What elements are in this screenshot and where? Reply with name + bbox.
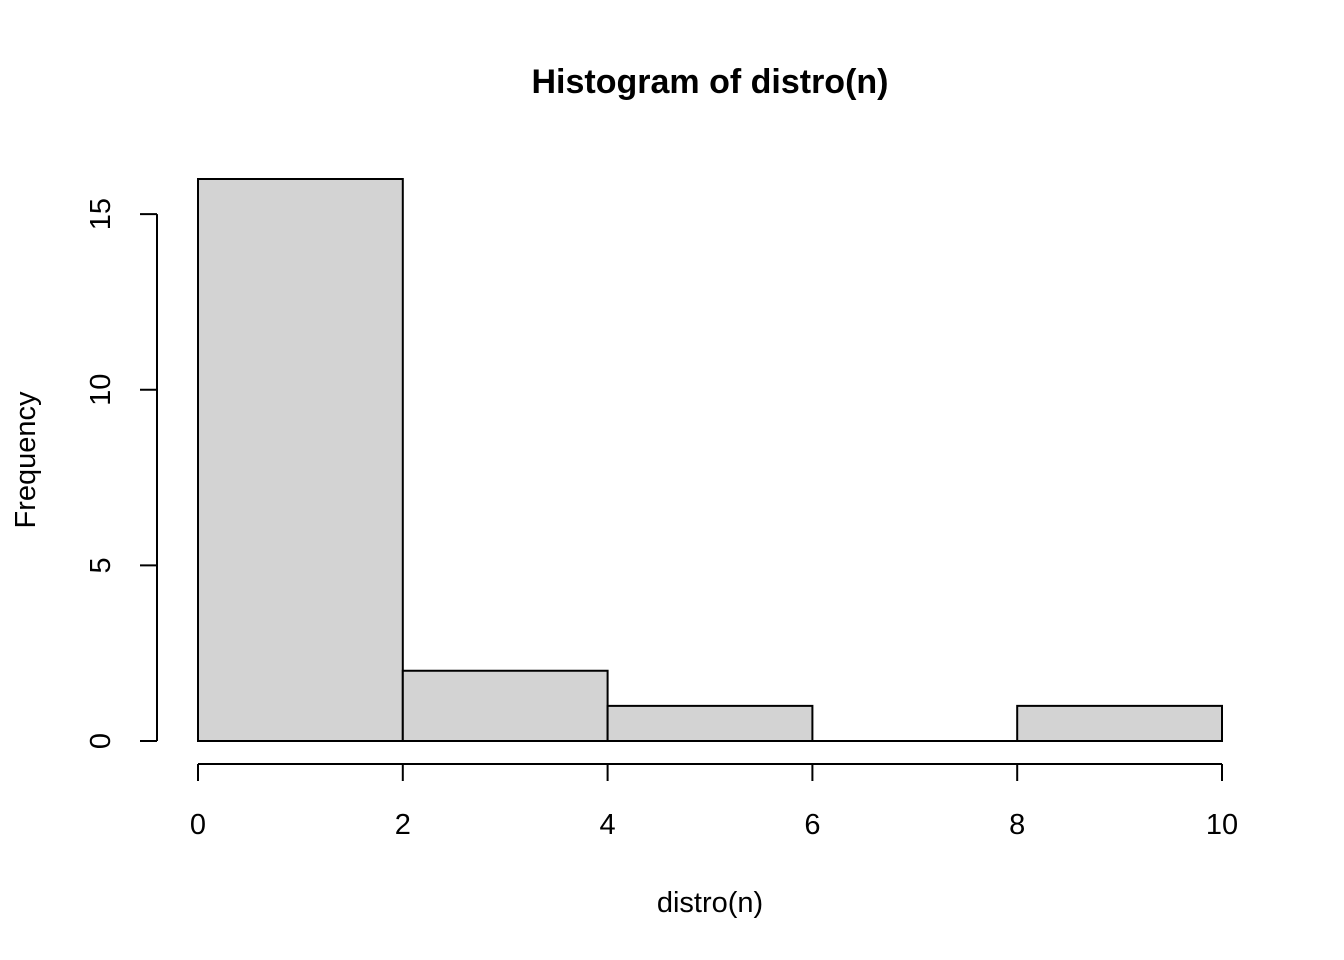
y-tick-label: 5 [85,557,117,573]
chart-title: Histogram of distro(n) [532,63,889,101]
y-axis: 0 5 10 15 [85,198,158,749]
x-tick-label: 2 [395,809,411,841]
y-tick-label: 0 [85,733,117,749]
y-tick-label: 15 [85,198,117,230]
x-tick-label: 4 [600,809,616,841]
histogram-bar-8-10 [1016,704,1224,742]
x-axis: 0 2 4 6 8 10 [190,763,1238,841]
histogram-bar-4-6 [606,704,814,742]
histogram-bar-2-4 [401,669,609,742]
histogram-bar-0-2 [197,178,404,742]
histogram-bars [197,178,1224,742]
x-tick-label: 8 [1009,809,1025,841]
x-tick-label: 10 [1206,809,1238,841]
x-axis-label: distro(n) [657,887,763,919]
y-tick-label: 10 [85,374,117,406]
x-tick-label: 6 [804,809,820,841]
y-axis-label: Frequency [10,391,42,529]
x-tick-label: 0 [190,809,206,841]
